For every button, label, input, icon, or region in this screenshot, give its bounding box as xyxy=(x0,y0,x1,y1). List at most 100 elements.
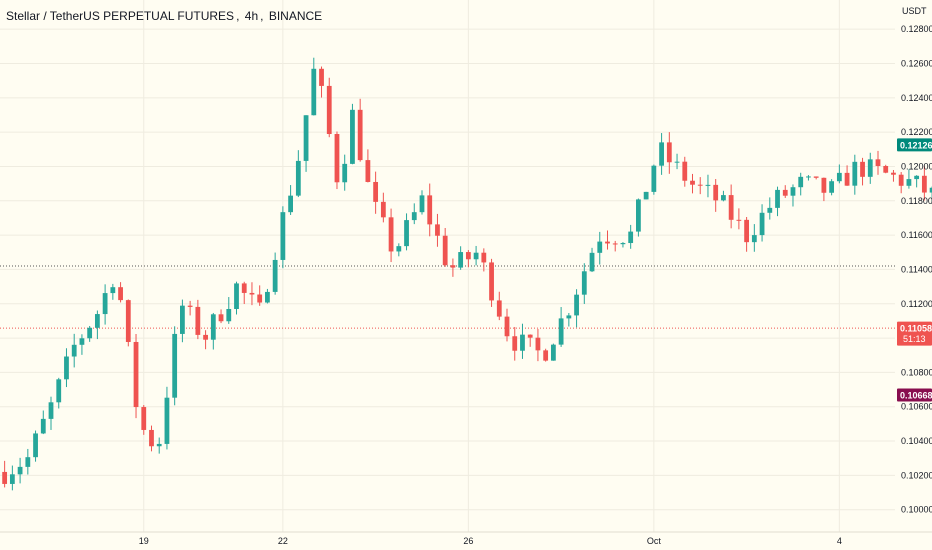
candle xyxy=(118,282,123,303)
candle xyxy=(798,172,804,196)
candle xyxy=(605,230,610,250)
candle xyxy=(125,299,131,347)
candle xyxy=(767,197,773,220)
candle-body xyxy=(234,283,239,309)
candle xyxy=(697,177,703,195)
candle xyxy=(775,186,780,217)
candle-body xyxy=(272,259,278,292)
candle-body xyxy=(141,407,147,430)
candle-body xyxy=(241,283,247,293)
candle-body xyxy=(226,308,232,322)
candle-body xyxy=(520,334,525,351)
candle xyxy=(535,328,541,362)
candle-body xyxy=(543,350,549,361)
candle xyxy=(435,213,440,247)
candle xyxy=(527,334,533,347)
candle xyxy=(203,330,208,350)
candle-body xyxy=(40,418,46,434)
candle xyxy=(496,291,502,321)
candle xyxy=(280,206,286,269)
candle-body xyxy=(496,300,502,317)
candle-body xyxy=(713,184,719,201)
candle-body xyxy=(550,344,556,361)
price-tick-label: 0.10400 xyxy=(901,436,932,446)
candle-body xyxy=(566,315,572,319)
candle xyxy=(56,377,62,409)
candle-body xyxy=(94,314,100,328)
candle-body xyxy=(218,314,224,322)
candle xyxy=(744,216,750,252)
candle xyxy=(458,246,464,270)
candle xyxy=(288,185,294,215)
symbol-name: Stellar / TetherUS PERPETUAL FUTURES xyxy=(6,9,235,23)
candle-body xyxy=(504,316,510,337)
candle xyxy=(133,333,139,419)
candle xyxy=(149,425,154,452)
candle-body xyxy=(33,433,38,458)
candle-body xyxy=(605,241,610,244)
candle-body xyxy=(118,287,123,301)
candle-body xyxy=(365,160,371,182)
candle xyxy=(550,343,556,361)
candle-body xyxy=(380,201,386,218)
candle-body xyxy=(558,318,564,345)
candle-body xyxy=(844,172,850,186)
candle xyxy=(411,203,417,225)
candle xyxy=(342,154,348,191)
candle-body xyxy=(481,252,487,263)
candle xyxy=(790,184,796,207)
candle-body xyxy=(435,224,440,236)
price-tick-label: 0.12600 xyxy=(901,58,932,68)
candle xyxy=(79,334,85,355)
candle xyxy=(628,224,634,249)
price-tick-label: 0.12400 xyxy=(901,93,932,103)
candle-body xyxy=(597,241,603,253)
candle xyxy=(636,198,641,237)
candle-body xyxy=(643,191,649,200)
candle xyxy=(875,150,881,175)
candle-body xyxy=(133,341,139,408)
candle xyxy=(17,457,23,484)
candle-body xyxy=(311,68,317,116)
candle xyxy=(906,169,912,189)
candle xyxy=(303,115,309,172)
candle xyxy=(234,281,239,315)
candle-body xyxy=(821,177,827,193)
time-tick-label: Oct xyxy=(647,536,662,546)
price-countdown-label: 51:13 xyxy=(903,334,926,344)
candle xyxy=(2,460,8,488)
candle xyxy=(898,172,904,194)
candle xyxy=(736,208,742,230)
candle-body xyxy=(612,243,618,245)
candle-body xyxy=(728,195,734,220)
candle xyxy=(442,227,448,267)
price-tick-label: 0.12000 xyxy=(901,161,932,171)
candle-body xyxy=(767,207,773,213)
candle-body xyxy=(736,219,742,221)
stop-price-label: 0.10668 xyxy=(900,391,932,401)
candle xyxy=(218,309,224,324)
candle xyxy=(836,164,842,184)
candle xyxy=(404,213,409,251)
candle-body xyxy=(636,199,641,232)
exchange-label: BINANCE xyxy=(268,9,323,23)
price-tick-label: 0.10000 xyxy=(901,505,932,515)
price-tick-label: 0.11800 xyxy=(901,196,932,206)
candle xyxy=(512,326,518,361)
candle xyxy=(265,288,270,304)
candle-body xyxy=(156,443,162,447)
candle-body xyxy=(705,184,711,186)
price-tick-label: 0.11400 xyxy=(901,264,932,274)
candle xyxy=(357,98,363,162)
candle-body xyxy=(798,176,804,188)
candle xyxy=(643,191,649,200)
candle-body xyxy=(404,220,409,247)
candle xyxy=(450,258,456,277)
candle-body xyxy=(860,161,865,177)
candle xyxy=(666,132,672,174)
candle xyxy=(543,348,549,362)
candle-body xyxy=(929,187,932,193)
